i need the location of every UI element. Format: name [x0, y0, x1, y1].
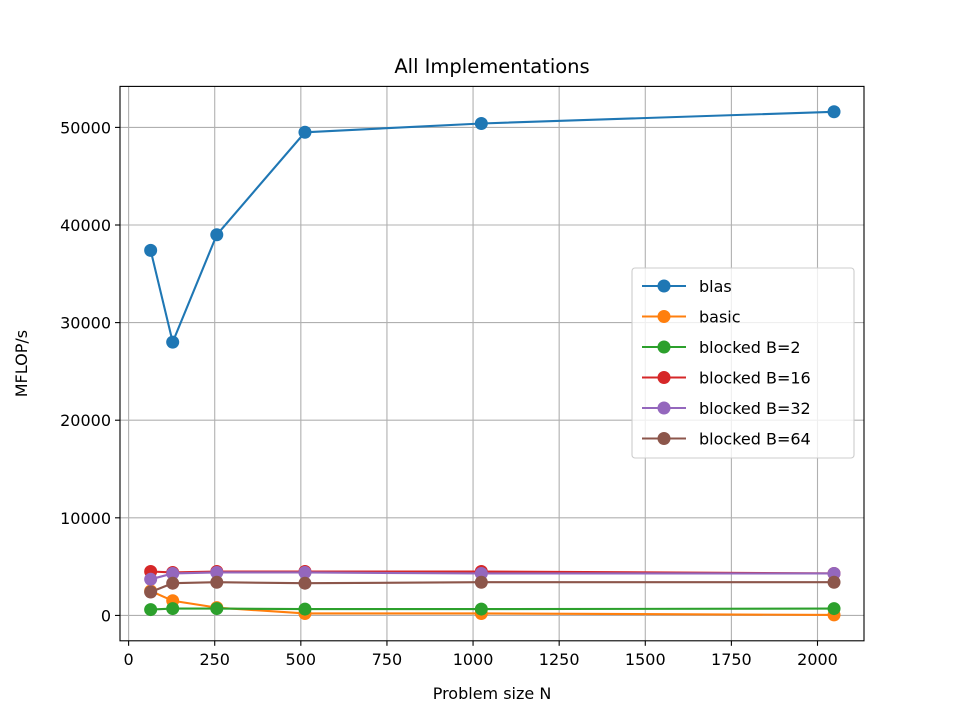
ticks: 0 250 500 750 1000 1250 1500 1750 20000100002000…: [60, 118, 838, 668]
x-tick-label: 2000: [797, 650, 838, 669]
legend-marker: [657, 279, 671, 293]
y-tick-label: 0: [101, 606, 111, 625]
legend-label: blocked B=16: [699, 369, 811, 388]
data-point: [166, 335, 180, 349]
legend-item: blas: [642, 277, 732, 296]
legend: blas basic blocked B=2 blocked B=16 blocked …: [631, 267, 855, 459]
legend-item: blocked B=64: [642, 430, 811, 449]
y-tick-label: 40000: [60, 216, 111, 235]
y-tick-label: 10000: [60, 509, 111, 528]
data-point: [144, 572, 158, 586]
y-tick-label: 30000: [60, 314, 111, 333]
chart-title: All Implementations: [394, 55, 589, 78]
x-tick-label: 500: [286, 650, 317, 669]
legend-label: blas: [699, 277, 732, 296]
legend-box: [631, 267, 855, 459]
data-point: [474, 575, 488, 589]
series-layer: [144, 105, 841, 622]
legend-item: blocked B=16: [642, 369, 811, 388]
x-tick-label: 1500: [625, 650, 666, 669]
data-point: [166, 602, 180, 616]
legend-label: blocked B=2: [699, 338, 801, 357]
x-axis-label: Problem size N: [433, 684, 552, 703]
legend-marker: [657, 310, 671, 323]
legend-marker: [657, 401, 671, 415]
data-point: [210, 228, 224, 242]
legend-item: blocked B=32: [642, 399, 811, 418]
data-point: [210, 602, 224, 616]
data-point: [144, 243, 158, 257]
data-point: [144, 585, 158, 599]
legend-marker: [657, 371, 671, 384]
x-tick-label: 1000: [453, 650, 494, 669]
data-point: [166, 566, 180, 580]
legend-item: basic: [642, 308, 741, 327]
legend-label: blocked B=64: [699, 430, 811, 449]
x-tick-label: 750: [372, 650, 403, 669]
x-tick-label: 0: [124, 650, 134, 669]
y-axis-label: MFLOP/s: [12, 330, 31, 397]
data-point: [474, 602, 488, 616]
data-point: [144, 603, 158, 617]
data-point: [210, 565, 224, 579]
data-point: [827, 105, 841, 119]
data-point: [474, 116, 488, 130]
series-blocked-b-2: [144, 602, 841, 617]
data-point: [298, 565, 312, 579]
data-point: [298, 602, 312, 616]
legend-item: blocked B=2: [642, 338, 801, 357]
data-point: [210, 575, 224, 589]
legend-label: basic: [699, 308, 741, 327]
plot-frame: [119, 85, 865, 642]
legend-label: blocked B=32: [699, 399, 811, 418]
data-point: [166, 576, 180, 590]
x-tick-label: 1250: [539, 650, 580, 669]
series-line: [149, 110, 835, 346]
series-blocked-b-64: [144, 575, 841, 599]
y-tick-label: 50000: [60, 118, 111, 137]
series-line: [150, 607, 835, 611]
data-point: [827, 602, 841, 616]
data-point: [827, 575, 841, 589]
legend-marker: [657, 432, 671, 445]
series-blas: [144, 105, 841, 349]
data-point: [298, 576, 312, 590]
y-tick-label: 20000: [60, 411, 111, 430]
legend-marker: [657, 340, 671, 354]
data-point: [298, 125, 312, 139]
x-tick-label: 1750: [711, 650, 752, 669]
x-tick-label: 250: [199, 650, 230, 669]
